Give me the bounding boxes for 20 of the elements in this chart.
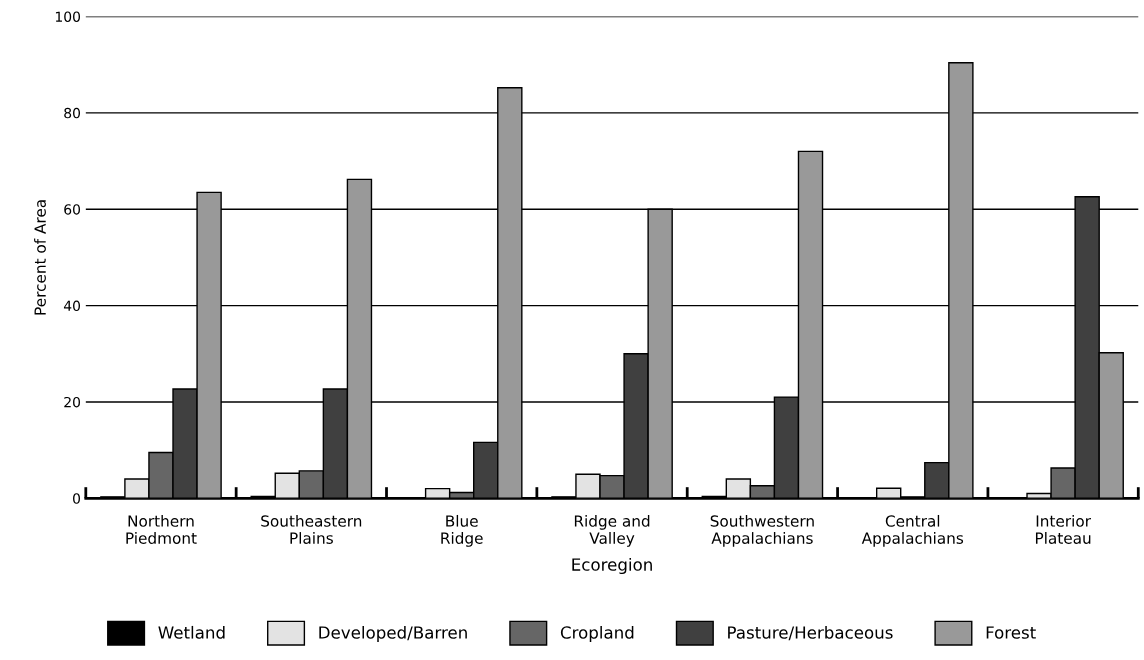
- y-tick-label: 20: [64, 396, 81, 408]
- x-tick-label: Interior Plateau: [1035, 514, 1091, 544]
- legend-label: Developed/Barren: [319, 625, 467, 643]
- x-tick-label: Central Appalachians: [861, 514, 964, 547]
- x-tick-label: Northern Piedmont: [126, 514, 197, 544]
- x-tick-label: Southeastern Plains: [261, 514, 362, 544]
- x-tick-label: Blue Ridge: [441, 514, 483, 547]
- y-axis-title: Percent of Area: [34, 200, 46, 315]
- legend-label: Cropland: [560, 625, 634, 643]
- y-tick-label: 40: [63, 300, 81, 312]
- x-axis-title: Ecoregion: [572, 557, 652, 575]
- legend-label: Pasture/Herbaceous: [728, 625, 893, 641]
- y-tick-label: 0: [73, 493, 81, 504]
- y-tick-label: 80: [64, 107, 81, 119]
- y-tick-label: 60: [64, 204, 81, 215]
- legend-label: Forest: [986, 626, 1036, 639]
- x-tick-label: Ridge and Valley: [574, 514, 650, 547]
- legend-label: Wetland: [158, 625, 225, 639]
- y-tick-label: 100: [55, 11, 81, 22]
- x-tick-label: Southwestern Appalachians: [710, 514, 814, 547]
